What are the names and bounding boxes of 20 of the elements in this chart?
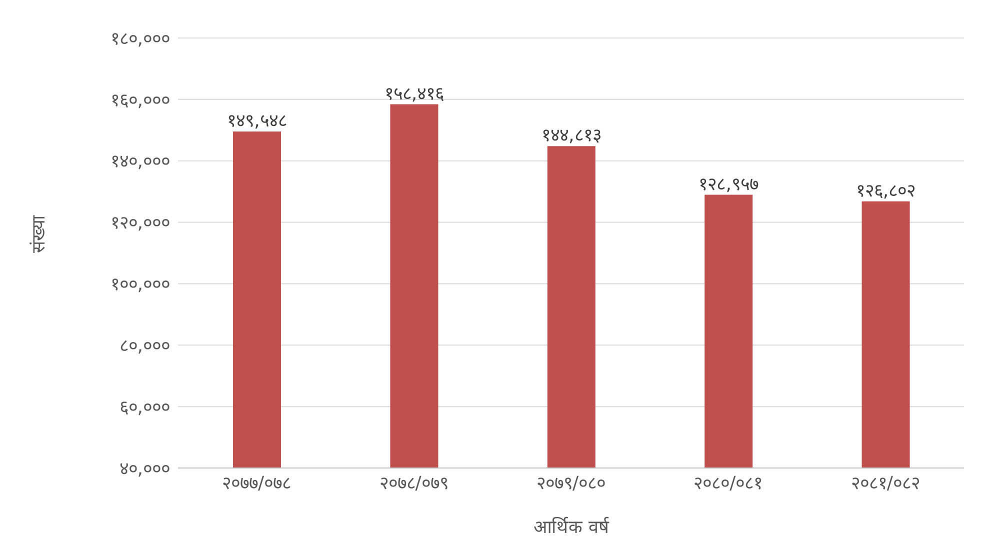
x-tick-label: २०८०/०८१ [694, 472, 763, 494]
y-tick-label: १४०,००० [110, 151, 170, 172]
data-label: १२६,८०२ [856, 180, 916, 202]
y-tick-label: १२०,००० [110, 212, 170, 234]
y-tick-label: ८०,००० [119, 336, 170, 357]
x-tick-label: २०७८/०७९ [379, 472, 448, 494]
y-tick-label: ६०,००० [119, 396, 170, 418]
x-tick-label: २०७७/०७८ [222, 472, 292, 494]
data-label: १५८,४१६ [384, 83, 444, 104]
y-tick-label: १८०,००० [110, 28, 170, 50]
x-tick-label: २०७९/०८० [536, 472, 606, 494]
y-axis-title: संख्या [28, 215, 50, 253]
data-label: १४४,८१३ [542, 125, 602, 146]
y-tick-label: ४०,००० [119, 458, 170, 480]
data-label: १२८,९५७ [698, 174, 758, 195]
x-axis-title: आर्थिक वर्ष [534, 516, 610, 538]
x-tick-label: २०८१/०८२ [850, 472, 920, 494]
y-tick-label: १००,००० [110, 274, 170, 296]
y-tick-label: १६०,००० [110, 90, 170, 111]
data-label: १४९,५४८ [227, 110, 287, 132]
